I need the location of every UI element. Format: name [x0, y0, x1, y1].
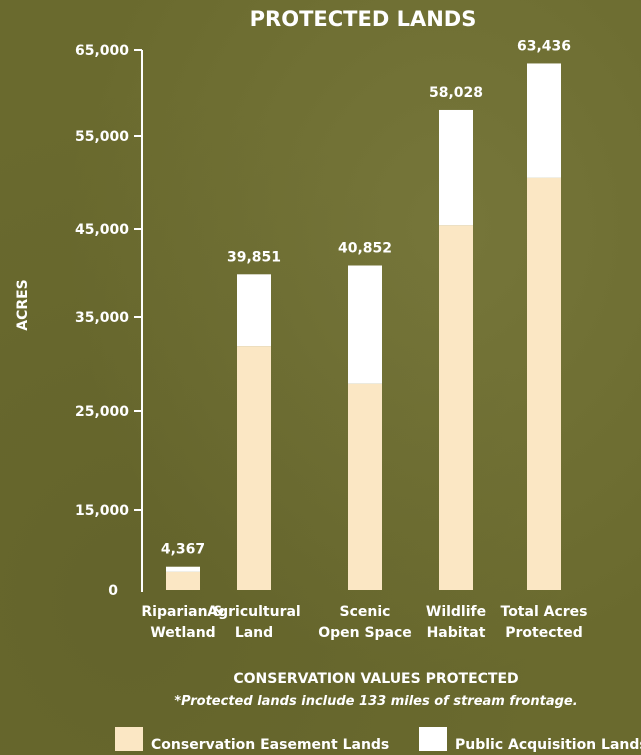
legend-label-public-acquisition: Public Acquisition Lands	[455, 737, 641, 753]
bar-public-acquisition	[166, 566, 200, 572]
x-tick-label: Protected	[505, 625, 582, 641]
bar-public-acquisition	[348, 265, 382, 384]
y-tick-label: 45,000	[75, 222, 129, 238]
bar-total-label: 40,852	[338, 241, 392, 257]
x-tick-label: Wetland	[150, 625, 215, 641]
bar-conservation-easement	[166, 571, 200, 590]
y-tick-label: 65,000	[75, 43, 129, 59]
y-tick-label: 25,000	[75, 404, 129, 420]
bars: 4,367 39,851 40,852 58,028 63,436	[161, 38, 571, 590]
bar-conservation-easement	[527, 177, 561, 590]
chart-title: PROTECTED LANDS	[250, 7, 477, 31]
y-axis-ticks: 0 15,000 25,000 35,000 45,000 55,000 65,000	[75, 43, 142, 599]
bar-conservation-easement	[439, 225, 473, 590]
bar-public-acquisition	[439, 109, 473, 226]
footnote: *Protected lands include 133 miles of st…	[174, 694, 577, 709]
x-tick-label: Open Space	[318, 625, 412, 641]
bar-public-acquisition	[527, 63, 561, 178]
y-tick-label: 15,000	[75, 503, 129, 519]
x-tick-label: Scenic	[340, 604, 391, 620]
bar-total-label: 39,851	[227, 249, 281, 265]
legend-swatch-public-acquisition	[419, 727, 447, 751]
bar-total-label: 58,028	[429, 85, 483, 101]
x-axis-tick-labels: Riparian & Wetland Agricultural Land Scenic O…	[141, 604, 587, 641]
y-axis-label: ACRES	[15, 279, 31, 331]
bar-total-label: 63,436	[517, 38, 571, 54]
x-tick-label: Total Acres	[501, 604, 588, 620]
y-tick-label: 0	[108, 583, 118, 599]
legend-swatch-conservation-easement	[115, 727, 143, 751]
bar-conservation-easement	[348, 383, 382, 590]
y-tick-label: 35,000	[75, 310, 129, 326]
bar-conservation-easement	[237, 346, 271, 590]
x-tick-label: Riparian &	[141, 604, 224, 620]
bar-public-acquisition	[237, 274, 271, 347]
x-tick-label: Land	[235, 625, 273, 641]
y-tick-label: 55,000	[75, 129, 129, 145]
x-axis-label: CONSERVATION VALUES PROTECTED	[233, 671, 518, 687]
x-tick-label: Wildlife	[426, 604, 486, 620]
legend-label-conservation-easement: Conservation Easement Lands	[151, 737, 389, 753]
x-tick-label: Habitat	[427, 625, 486, 641]
x-tick-label: Agricultural	[207, 604, 300, 620]
legend: Conservation Easement Lands Public Acqui…	[115, 727, 641, 753]
bar-total-label: 4,367	[161, 542, 205, 558]
